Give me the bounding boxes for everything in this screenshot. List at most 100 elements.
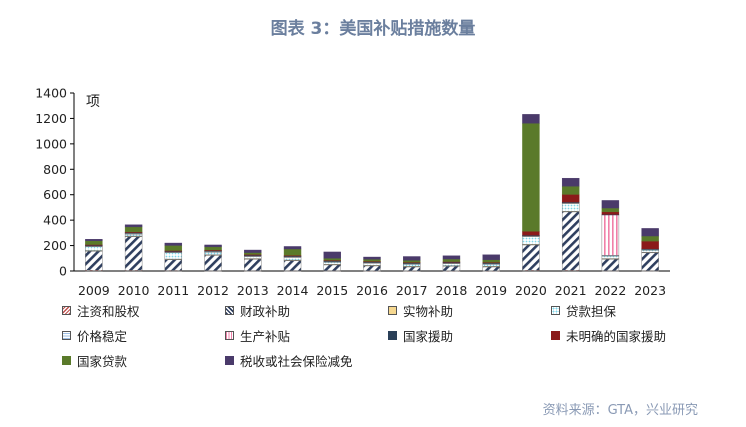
y-tick-label: 800 [43,162,67,177]
bar-segment [482,254,500,260]
legend-swatch [225,306,234,315]
bar-segment [124,233,143,237]
legend-label: 国家贷款 [77,354,128,369]
bar-segment [482,264,500,267]
bar-segment [641,235,659,242]
bar-segment [561,194,580,203]
bar-segment [363,259,381,262]
bar-segment [482,266,500,271]
bar-segment [244,252,262,255]
bar-segment [323,251,341,259]
bar-segment [442,263,461,266]
bar-segment [283,246,302,250]
legend-label: 价格稳定 [77,329,128,344]
x-tick-label: 2010 [118,283,150,298]
legend-swatch [225,356,234,365]
legend-label: 税收或社会保险减免 [240,354,353,369]
legend-swatch [388,306,397,315]
x-tick-label: 2016 [356,283,388,298]
legend-item: 财政补助 [225,301,290,320]
bar-segment [283,248,302,256]
chart-axes: 0 200 400 600 800 1000 1200 1400 2009 2010 2011 201… [35,86,670,298]
x-tick-label: 2011 [157,283,189,298]
legend-swatch [225,331,234,340]
source-note: 资料来源：GTA，兴业研究 [542,403,698,418]
legend-item: 贷款担保 [551,301,616,320]
legend-swatch [62,306,71,315]
legend-label: 注资和股权 [77,304,140,319]
bar-segment [323,264,341,271]
legend-item: 实物补助 [388,301,453,320]
bar-segment [204,246,222,251]
y-axis-label: 项 [86,94,100,110]
legend-item: 未明确的国家援助 [551,326,666,345]
bar-segment [403,256,421,261]
bar-segment [363,263,381,266]
bar-segment [601,255,620,259]
bar-segment [283,260,302,271]
legend-label: 未明确的国家援助 [566,329,667,344]
bar-segment [363,265,381,271]
bar-segment [641,252,659,271]
bar-segment [323,258,341,261]
bar-segment [482,259,500,263]
x-tick-label: 2017 [396,283,428,298]
bar-segment [641,240,659,249]
x-tick-label: 2012 [197,283,229,298]
y-tick-label: 1200 [35,111,67,126]
bar-segment [323,262,341,265]
bar-segment [283,257,302,261]
bar-segment [601,207,620,213]
x-tick-label: 2022 [594,283,626,298]
bar-segment [561,211,580,271]
x-tick-label: 2023 [634,283,666,298]
bar-segment [164,252,183,260]
bar-segment [363,256,381,260]
chart-bars [85,114,659,272]
legend-swatch [551,306,560,315]
bar-segment [204,255,222,271]
bar-segment [442,255,461,260]
bar-segment [85,250,103,271]
bar-segment [442,266,461,271]
bar-segment [522,123,540,232]
bar-segment [244,249,262,253]
bar-segment [641,250,659,253]
legend-swatch [388,331,397,340]
bar-segment [601,214,620,256]
chart-title: 图表 3：美国补贴措施数量 [270,19,476,39]
bar-segment [85,240,103,245]
legend-swatch [551,331,560,340]
bar-segment [85,239,103,241]
legend-item: 价格稳定 [62,326,127,345]
legend-label: 实物补助 [403,304,454,319]
x-tick-label: 2013 [237,283,269,298]
bar-segment [244,256,262,259]
legend-swatch [62,356,71,365]
bar-segment [403,264,421,267]
x-tick-label: 2019 [475,283,507,298]
y-tick-label: 600 [43,187,67,202]
legend-label: 贷款担保 [566,304,617,319]
bar-segment [442,258,461,262]
y-tick-label: 1400 [35,86,67,101]
bar-segment [561,185,580,195]
bar-segment [601,258,620,271]
x-tick-label: 2015 [316,283,348,298]
x-tick-label: 2014 [277,283,309,298]
bar-segment [601,200,620,209]
bar-segment [403,266,421,271]
bar-segment [522,244,540,271]
bar-segment [164,259,183,271]
bar-segment [601,211,620,215]
bar-segment [164,242,183,246]
legend-item: 国家贷款 [62,351,127,370]
bar-segment [124,224,143,228]
bar-chart: 0 200 400 600 800 1000 1200 1400 2009 2010 2011 201… [35,86,670,298]
bar-segment [522,231,540,236]
bar-segment [561,203,580,212]
x-tick-label: 2009 [78,283,110,298]
y-tick-label: 400 [43,213,67,228]
bar-segment [244,258,262,271]
bar-segment [124,226,143,233]
